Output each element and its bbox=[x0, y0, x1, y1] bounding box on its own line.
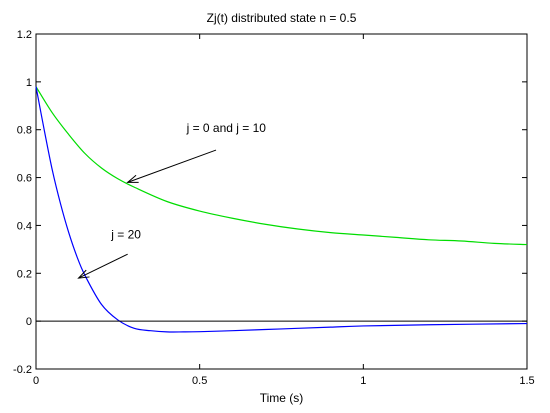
y-tick-label: 0 bbox=[26, 316, 32, 328]
y-tick-label: 0.8 bbox=[17, 125, 32, 137]
annotation-label-2: j = 20 bbox=[110, 228, 141, 242]
x-tick-label: 1.5 bbox=[519, 375, 534, 387]
y-tick-label: -0.2 bbox=[13, 364, 32, 376]
x-axis-label: Time (s) bbox=[260, 391, 304, 405]
annotation-arrow-shaft-2 bbox=[78, 253, 128, 279]
annotation-label-1: j = 0 and j = 10 bbox=[186, 121, 267, 135]
chart-title: Zj(t) distributed state n = 0.5 bbox=[207, 11, 357, 25]
y-tick-label: 1 bbox=[26, 77, 32, 89]
annotation-arrow-head-2 bbox=[77, 269, 90, 279]
y-tick-label: 0.6 bbox=[17, 173, 32, 185]
series-line-2 bbox=[35, 86, 528, 333]
x-tick-label: 0 bbox=[33, 375, 39, 387]
x-tick-label: 1 bbox=[360, 375, 366, 387]
ticks-layer: 0 0.5 1 1.5-0.200.20.40.60.811.2 bbox=[13, 29, 535, 387]
y-tick-label: 0.2 bbox=[17, 268, 32, 280]
series-layer bbox=[35, 86, 528, 333]
series-line-1 bbox=[35, 86, 528, 246]
annotation-layer: j = 0 and j = 10 j = 20 bbox=[77, 121, 267, 279]
x-tick-label: 0.5 bbox=[192, 375, 207, 387]
y-tick-label: 1.2 bbox=[17, 29, 32, 41]
annotation-arrow-shaft-1 bbox=[127, 149, 217, 183]
plot-frame bbox=[35, 33, 528, 370]
y-tick-label: 0.4 bbox=[17, 220, 32, 232]
annotation-arrow-head-1 bbox=[126, 174, 139, 183]
